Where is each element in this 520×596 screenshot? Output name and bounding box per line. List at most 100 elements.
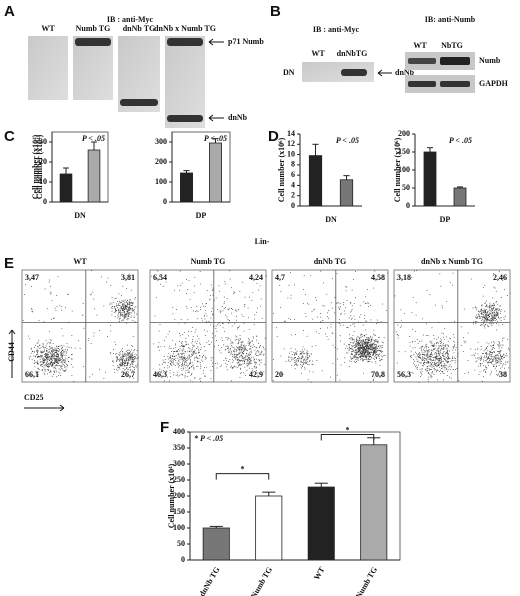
dot [351, 342, 353, 344]
dot [373, 348, 375, 350]
dot [121, 371, 123, 373]
dot [363, 348, 365, 350]
dot [242, 345, 244, 347]
dot [426, 323, 427, 325]
dot [124, 363, 125, 365]
dot [122, 319, 124, 321]
dot [371, 338, 373, 340]
dot [447, 370, 449, 372]
dot [415, 314, 417, 316]
dot [496, 358, 498, 360]
dot [350, 345, 352, 347]
dot [432, 371, 433, 373]
dot [237, 367, 239, 368]
dot [364, 315, 366, 316]
dot [384, 355, 386, 356]
dot [415, 356, 417, 358]
dot [123, 304, 125, 306]
dot [351, 351, 352, 353]
quadrant-percent: 4,24 [249, 273, 263, 282]
dot [351, 310, 352, 312]
dot [435, 356, 437, 358]
dot [498, 341, 500, 342]
dot [495, 361, 497, 363]
plot-frame [393, 269, 511, 383]
dot [485, 369, 487, 371]
dot [485, 357, 487, 358]
dot [334, 297, 336, 299]
dot [499, 305, 501, 307]
dot [370, 357, 372, 359]
dot [55, 351, 57, 353]
dot [228, 348, 230, 350]
dot [478, 374, 480, 375]
dot [243, 330, 245, 332]
dot [297, 358, 299, 360]
dot [415, 330, 417, 332]
dot [497, 313, 499, 315]
dot [305, 352, 307, 354]
dot [212, 337, 213, 339]
dot [500, 313, 502, 314]
y-tick-label: 300 [155, 137, 167, 146]
dot [480, 358, 482, 360]
dot [301, 358, 303, 359]
dot [487, 318, 489, 319]
dot [367, 345, 369, 346]
dot [433, 367, 435, 369]
dot [487, 318, 489, 320]
dot [367, 353, 369, 354]
dot [199, 355, 201, 357]
dot [427, 351, 429, 353]
dot [110, 330, 112, 332]
dot [185, 364, 187, 366]
dot [458, 380, 460, 381]
dot [189, 351, 191, 353]
dot [362, 340, 364, 342]
dot [239, 349, 240, 351]
dot [427, 356, 429, 358]
dot [127, 303, 129, 305]
dot [468, 372, 469, 374]
dot [183, 357, 185, 359]
dot [418, 361, 420, 363]
dot [493, 365, 495, 367]
dot [64, 365, 65, 366]
dot [375, 345, 377, 346]
dot [116, 307, 118, 309]
dot [451, 284, 453, 286]
dot [126, 305, 128, 307]
quadrant-percent: 3,18 [397, 273, 411, 282]
dot [480, 348, 482, 350]
y-tick-label: 0 [291, 201, 295, 210]
dot [193, 353, 195, 355]
dot [119, 305, 121, 307]
dot [31, 352, 33, 354]
dot [168, 353, 170, 355]
dot [229, 278, 231, 280]
error-bar [212, 138, 219, 143]
dot [82, 303, 84, 305]
dot [486, 346, 487, 348]
dot [361, 342, 363, 344]
dot [56, 350, 58, 352]
dot [503, 317, 505, 319]
dot [356, 351, 358, 353]
dot [179, 348, 181, 350]
dot [475, 357, 477, 359]
dot [241, 350, 242, 352]
dot [489, 312, 490, 314]
dot [299, 354, 301, 355]
dot [233, 351, 235, 353]
dot [230, 365, 232, 367]
dot [284, 321, 286, 322]
dot [434, 304, 436, 306]
dot [331, 332, 333, 334]
dot [125, 351, 127, 353]
dot [203, 372, 205, 374]
dot [53, 362, 55, 364]
dot [487, 324, 488, 326]
dot [182, 374, 184, 376]
dot [382, 342, 384, 344]
dot [125, 306, 127, 308]
